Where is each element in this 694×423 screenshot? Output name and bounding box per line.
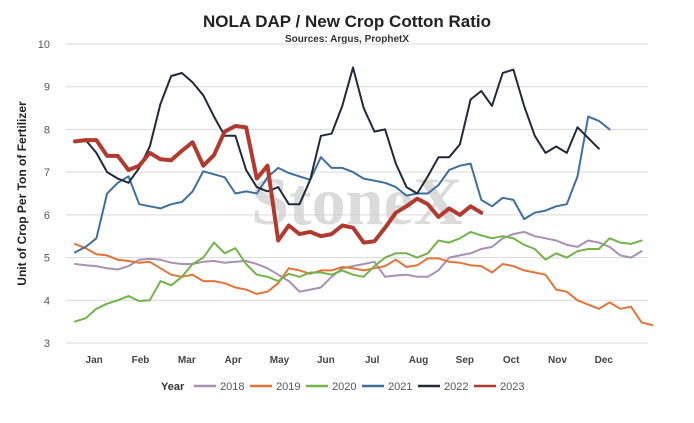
series-line-2022 <box>74 66 600 206</box>
x-tick-label: Feb <box>132 355 150 366</box>
x-tick-label: Jul <box>365 355 380 366</box>
y-tick-label: 5 <box>44 253 50 265</box>
y-tick-label: 3 <box>44 338 50 350</box>
legend-label-2020: 2020 <box>332 381 356 393</box>
chart-title: NOLA DAP / New Crop Cotton Ratio <box>202 12 492 31</box>
legend-label-2019: 2019 <box>276 381 300 393</box>
legend-label-2022: 2022 <box>444 381 468 393</box>
x-tick-label: Nov <box>548 355 567 366</box>
x-tick-label: Jun <box>317 355 335 366</box>
x-tick-label: Dec <box>595 355 614 366</box>
y-tick-label: 10 <box>38 39 50 51</box>
series-line-2019 <box>74 242 654 327</box>
legend-title: Year <box>161 381 185 393</box>
x-tick-label: Aug <box>409 355 428 366</box>
x-tick-label: Jan <box>86 355 103 366</box>
x-tick-label: Apr <box>225 355 242 366</box>
chart-subtitle: Sources: Argus, ProphetX <box>284 34 410 45</box>
x-tick-label: Mar <box>178 355 196 366</box>
x-tick-label: Oct <box>503 355 520 366</box>
series-line-2021 <box>74 115 611 254</box>
legend-label-2021: 2021 <box>388 381 412 393</box>
x-tick-label: Sep <box>456 355 474 366</box>
series-line-2023 <box>73 124 484 245</box>
y-tick-label: 4 <box>44 295 50 307</box>
legend-label-2023: 2023 <box>500 381 524 393</box>
y-tick-label: 8 <box>44 124 50 136</box>
legend-label-2018: 2018 <box>220 381 244 393</box>
y-tick-label: 9 <box>44 82 50 94</box>
x-tick-label: May <box>270 355 290 366</box>
y-tick-label: 6 <box>44 210 50 222</box>
series-line-2018 <box>74 230 643 293</box>
y-axis-label: Unit of Crop Per Ton of Fertilizer <box>15 101 29 286</box>
y-tick-label: 7 <box>44 167 50 179</box>
series-line-2020 <box>74 230 643 323</box>
